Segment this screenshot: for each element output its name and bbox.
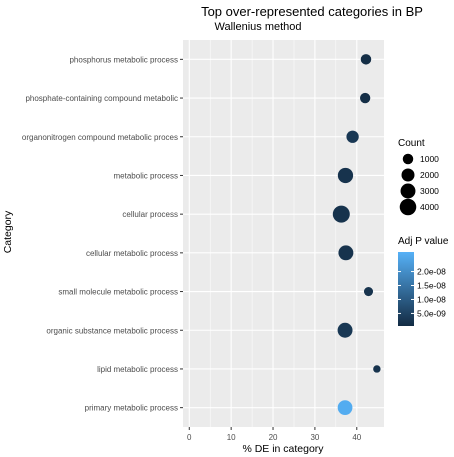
x-tick-label: 40 — [352, 433, 361, 442]
y-axis-title: Category — [2, 210, 14, 253]
count-legend-dot — [399, 198, 417, 216]
adj-p-colorbar — [398, 252, 414, 326]
adj-p-tick-label: 2.0e-08 — [417, 267, 446, 277]
x-axis-title: % DE in category — [242, 443, 324, 455]
x-tick-label: 20 — [269, 433, 278, 442]
y-tick-label: organic substance metabolic process — [46, 326, 178, 335]
data-point — [346, 130, 359, 143]
y-tick-label: organonitrogen compound metabolic proces — [22, 133, 178, 142]
data-points — [332, 54, 381, 416]
y-tick-label: phosphate-containing compound metabolic — [25, 94, 178, 103]
y-tick-label: cellular process — [122, 210, 178, 219]
y-tick-label: lipid metabolic process — [97, 365, 178, 374]
data-point — [338, 245, 354, 261]
y-tick-label: metabolic process — [114, 171, 178, 180]
count-legend: Count 1000 2000 3000 4000 — [398, 138, 439, 216]
chart-title: Top over-represented categories in BP — [201, 4, 423, 19]
y-tick-label: small molecule metabolic process — [58, 288, 178, 297]
chart-subtitle: Wallenius method — [214, 21, 301, 33]
count-legend-label: 2000 — [420, 170, 439, 180]
data-point — [337, 322, 353, 338]
x-tick-label: 0 — [187, 433, 192, 442]
data-point — [363, 286, 374, 297]
count-legend-dot — [400, 183, 416, 199]
y-axis-ticks: phosphorus metabolic process phosphate-co… — [22, 55, 183, 413]
data-point — [373, 365, 381, 373]
adj-p-tick-label: 5.0e-09 — [417, 308, 446, 318]
adj-p-legend-title: Adj P value — [398, 236, 449, 247]
data-point — [359, 92, 371, 104]
y-tick-label: primary metabolic process — [85, 404, 178, 413]
count-legend-label: 1000 — [420, 154, 439, 164]
y-tick-label: cellular metabolic process — [86, 249, 178, 258]
data-point — [360, 54, 372, 65]
adj-p-legend: Adj P value 2.0e-08 1.5e-08 1.0e-08 5.0e-09 — [398, 236, 449, 326]
plot-panel — [183, 40, 384, 427]
x-tick-label: 30 — [310, 433, 319, 442]
data-point — [337, 400, 353, 416]
adj-p-tick-label: 1.0e-08 — [417, 294, 446, 304]
count-legend-dot — [402, 153, 414, 165]
count-legend-label: 4000 — [420, 202, 439, 212]
count-legend-title: Count — [398, 138, 425, 149]
count-legend-dot — [401, 168, 415, 182]
y-tick-label: phosphorus metabolic process — [69, 55, 178, 64]
count-legend-label: 3000 — [420, 186, 439, 196]
adj-p-tick-label: 1.5e-08 — [417, 281, 446, 291]
x-tick-label: 10 — [227, 433, 236, 442]
data-point — [337, 167, 354, 184]
x-axis-ticks: 0 10 20 30 40 — [187, 427, 362, 442]
data-point — [332, 205, 350, 223]
